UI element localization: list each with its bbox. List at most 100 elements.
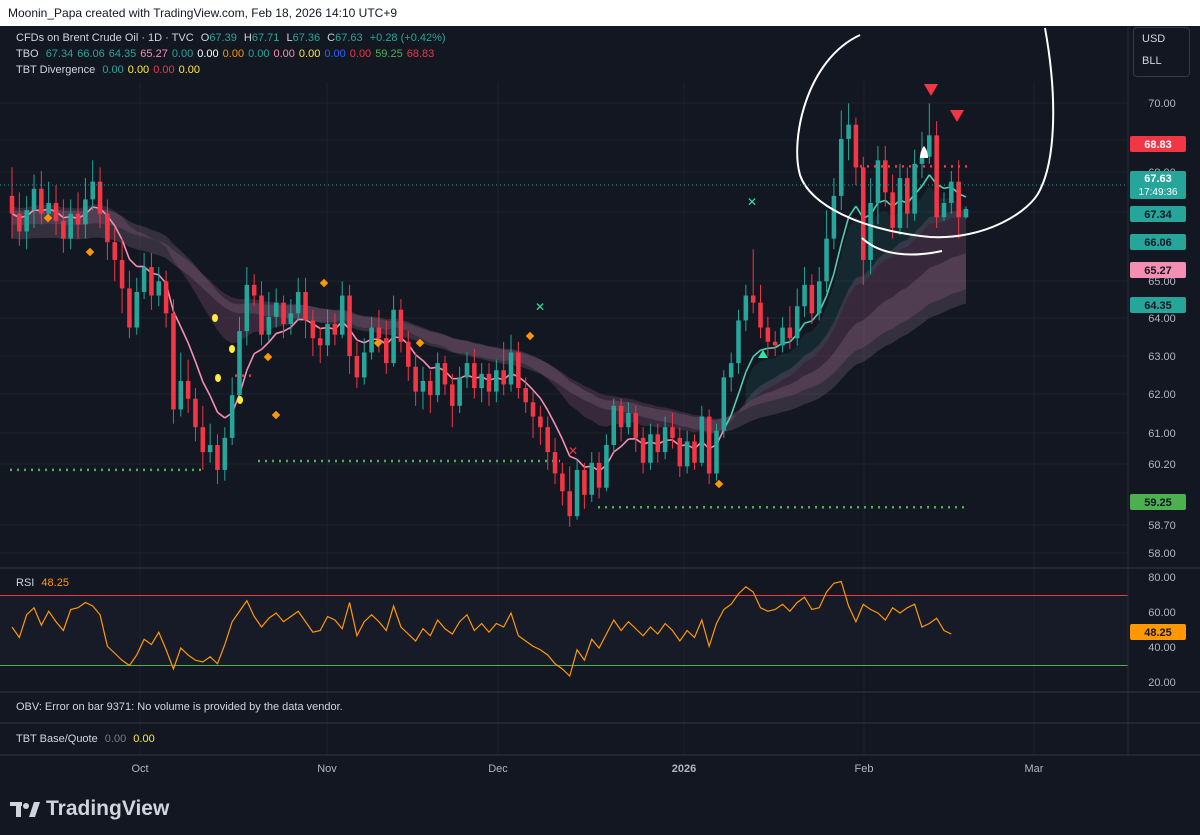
candle-body [24,210,29,232]
candle [662,416,668,460]
candle [207,423,213,463]
unit-label[interactable]: BLL [1142,55,1162,67]
candle [281,295,286,339]
ohlc-close-label: C [327,32,336,44]
ohlc-open: 67.39 [209,32,237,44]
candle-body [846,124,851,139]
price-badge: 64.35 [1130,297,1186,313]
candle-body [728,363,734,378]
candle-body [361,352,367,378]
ohlc-low: 67.36 [292,32,321,44]
candle-body [912,163,917,214]
candle-body [171,313,176,410]
base-quote-legend[interactable]: TBT Base/Quote 0.00 0.00 [16,733,155,745]
candle-body [692,441,697,463]
candle [185,359,191,413]
candle-body [883,160,888,193]
candle [97,167,103,228]
candle [339,281,345,339]
legend-divergence-row[interactable]: TBT Divergence 0.00 0.00 0.00 0.00 [16,64,208,76]
candle [552,437,558,485]
candle-body [809,284,815,314]
candle-body [860,167,866,260]
price-badge-value: 65.27 [1144,265,1172,277]
candle [523,377,528,413]
ma-line-segment [525,381,534,391]
candle [178,352,184,417]
rsi-band [0,595,1128,666]
brand-logo[interactable]: TradingView [10,797,169,821]
candle-body [17,213,22,232]
candle-body [787,327,793,339]
ma-line-segment [275,330,284,335]
legend-symbol[interactable]: CFDs on Brent Crude Oil · 1D · TVC [16,32,194,44]
candle [406,331,411,381]
candle [516,341,521,399]
legend-tbo-row[interactable]: TBO 67.34 66.06 64.35 65.27 0.00 0.00 0.00 0.00… [16,48,442,60]
candle [838,110,844,211]
candle [494,359,499,403]
candle-body [750,295,756,303]
candle-body [127,288,132,328]
hand-drawn-circle[interactable] [796,27,1055,256]
candle-body [516,352,521,389]
candle-body [200,427,206,453]
ma-line-segment [833,243,843,274]
candle-body [134,291,140,328]
candle [39,170,44,225]
time-label: Feb [855,763,874,775]
candle-body [794,306,800,339]
price-badge-countdown: 17:49:36 [1139,187,1178,198]
ma-line-segment [260,341,270,351]
candle [68,199,73,250]
candle-body [97,181,103,214]
candle-body [376,327,382,339]
signal-dot [215,374,221,382]
currency-unit-box[interactable]: USD BLL [1133,27,1190,77]
currency-label[interactable]: USD [1142,33,1166,45]
tbo-value: 0.00 [197,48,219,60]
rsi-legend[interactable]: RSI 48.25 [16,577,69,589]
price-badge-value: 66.06 [1144,237,1172,249]
ma-line-segment [760,347,769,351]
candle [251,274,257,307]
drawn-arc-stroke[interactable] [861,237,943,256]
candle [633,405,639,453]
candle [530,391,536,438]
price-badge: 66.06 [1130,234,1186,250]
tbo-value: 66.06 [77,48,105,60]
candle-body [662,427,668,453]
candle [750,249,756,314]
candle-body [391,309,396,364]
ma-line-segment [730,393,740,416]
candle [193,388,198,442]
candle-body [743,295,749,321]
ohlc-close: 67.63 [335,32,363,44]
candle [112,227,118,282]
candle-body [640,437,646,463]
candle-body [523,388,528,403]
candle [721,370,727,438]
candle-body [574,469,580,517]
price-tick: 61.00 [1148,428,1176,440]
drawn-circle-stroke[interactable] [796,27,1055,239]
candle-body [721,377,727,431]
tbo-value: 68.83 [406,48,435,60]
candle-body [90,181,95,200]
time-axis[interactable]: Oct Nov Dec 2026 Feb Mar [131,763,1043,775]
tbo-value: 0.00 [273,48,295,60]
candle-body [46,203,51,214]
candle-body [317,338,323,346]
ma-line-segment [128,258,138,268]
ma-line-segment [356,339,365,344]
candle [765,316,771,357]
candle-body [868,203,873,260]
ma-line-segment [847,205,857,218]
chart-canvas[interactable]: ✕✕✕ 70.0068.0065.0064.0063.0062.0061.006… [0,26,1200,835]
signal-diamond [525,331,535,341]
candle [61,199,66,253]
price-badge: 65.27 [1130,262,1186,278]
candle-body [949,181,954,203]
ma-line-segment [613,445,622,453]
candle [618,398,624,442]
